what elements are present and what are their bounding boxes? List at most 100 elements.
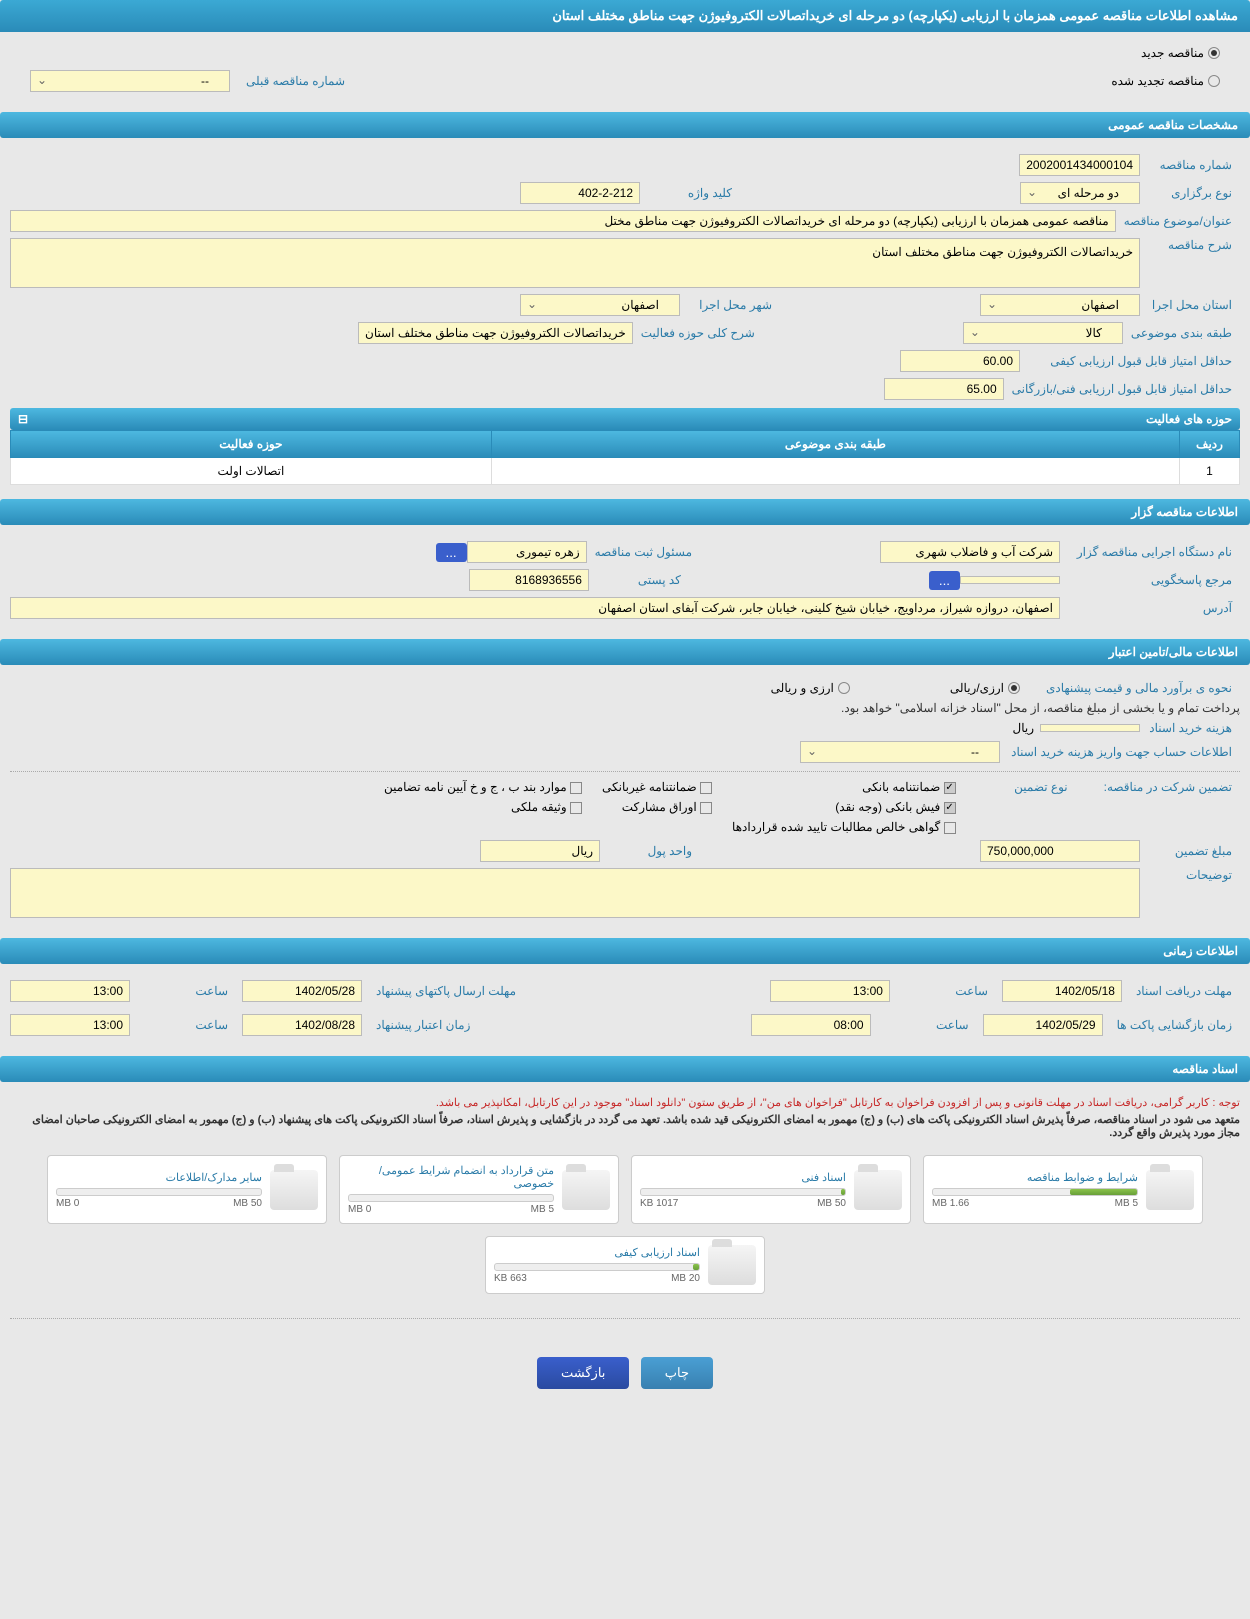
section-general: مشخصات مناقصه عمومی (0, 112, 1250, 138)
col-category: طبقه بندی موضوعی (491, 431, 1179, 458)
guarantee-amount-label: مبلغ تضمین (1140, 844, 1240, 858)
chk-other[interactable] (570, 782, 582, 794)
file5-used: 663 KB (494, 1273, 527, 1284)
province-select[interactable]: اصفهان (980, 294, 1140, 316)
chk-other-label: موارد بند ب ، ج و خ آیین نامه تضامین (384, 780, 567, 794)
time-label-4: ساعت (136, 1018, 236, 1032)
prev-number-select[interactable]: -- (30, 70, 230, 92)
chk-bonds[interactable] (700, 802, 712, 814)
chk-property[interactable] (570, 802, 582, 814)
file-box-2[interactable]: اسناد فنی 50 MB1017 KB (631, 1155, 911, 1224)
envelope-deadline-label: مهلت ارسال پاکتهای پیشنهاد (368, 984, 524, 998)
chk-contracts[interactable] (944, 822, 956, 834)
collapse-icon[interactable]: ⊟ (18, 412, 28, 426)
doc-deadline-label: مهلت دریافت اسناد (1128, 984, 1240, 998)
opening-label: زمان بازگشایی پاکت ها (1109, 1018, 1240, 1032)
file4-title: سایر مدارک/اطلاعات (56, 1171, 262, 1184)
address-value: اصفهان، دروازه شیراز، مرداویج، خیابان شی… (10, 597, 1060, 619)
holding-type-label: نوع برگزاری (1140, 186, 1240, 200)
doc-cost-value[interactable] (1040, 724, 1140, 732)
file-box-3[interactable]: متن قرارداد به انضمام شرایط عمومی/خصوصی … (339, 1155, 619, 1224)
file3-used: 0 MB (348, 1204, 371, 1215)
chk-bank[interactable] (944, 782, 956, 794)
file3-title: متن قرارداد به انضمام شرایط عمومی/خصوصی (348, 1164, 554, 1190)
radio-renewed-label: مناقصه تجدید شده (1111, 74, 1204, 88)
notes-value[interactable] (10, 868, 1140, 918)
doc-deadline-time: 13:00 (770, 980, 890, 1002)
category-label: طبقه بندی موضوعی (1123, 326, 1240, 340)
page-title: مشاهده اطلاعات مناقصه عمومی همزمان با ار… (0, 0, 1250, 32)
registrar-value: زهره تیموری (467, 541, 587, 563)
chk-bonds-label: اوراق مشارکت (622, 800, 697, 814)
opening-time: 08:00 (751, 1014, 871, 1036)
print-button[interactable]: چاپ (641, 1357, 713, 1389)
account-label: اطلاعات حساب جهت واریز هزینه خرید اسناد (1000, 745, 1240, 759)
contact-value[interactable] (960, 576, 1060, 584)
row-cat (491, 458, 1179, 485)
activities-table: ردیف طبقه بندی موضوعی حوزه فعالیت 1 اتصا… (10, 430, 1240, 485)
radio-renewed-tender[interactable]: مناقصه تجدید شده (1111, 74, 1220, 88)
tender-number-value: 2002001434000104 (1019, 154, 1140, 176)
doc-deadline-date: 1402/05/18 (1002, 980, 1122, 1002)
account-select[interactable]: -- (800, 741, 1000, 763)
subject-value: مناقصه عمومی همزمان با ارزیابی (یکپارچه)… (10, 210, 1116, 232)
file2-title: اسناد فنی (640, 1171, 846, 1184)
validity-label: زمان اعتبار پیشنهاد (368, 1018, 478, 1032)
registrar-more-button[interactable]: ... (436, 543, 467, 562)
category-select[interactable]: کالا (963, 322, 1123, 344)
file-box-5[interactable]: اسناد ارزیابی کیفی 20 MB 663 KB (485, 1236, 765, 1294)
guarantee-label: تضمین شرکت در مناقصه: (1096, 780, 1240, 794)
file4-total: 50 MB (233, 1198, 262, 1209)
min-tech-value: 65.00 (884, 378, 1004, 400)
col-activity: حوزه فعالیت (11, 431, 492, 458)
keyword-label: کلید واژه (640, 186, 740, 200)
currency-unit-label: واحد پول (600, 844, 700, 858)
time-label-3: ساعت (877, 1018, 977, 1032)
chk-cash[interactable] (944, 802, 956, 814)
file4-used: 0 MB (56, 1198, 79, 1209)
file5-total: 20 MB (671, 1273, 700, 1284)
file-box-4[interactable]: سایر مدارک/اطلاعات 50 MB 0 MB (47, 1155, 327, 1224)
city-label: شهر محل اجرا (680, 298, 780, 312)
description-value: خریداتصالات الکتروفیوژن جهت مناطق مختلف … (10, 238, 1140, 288)
radio-rial-label: ارزی/ریالی (950, 681, 1004, 695)
doc-cost-unit: ریال (1006, 721, 1040, 735)
radio-currency-label: ارزی و ریالی (771, 681, 834, 695)
org-label: نام دستگاه اجرایی مناقصه گزار (1060, 545, 1240, 559)
currency-unit-value: ریال (480, 840, 600, 862)
validity-time: 13:00 (10, 1014, 130, 1036)
radio-new-tender[interactable]: مناقصه جدید (1141, 46, 1220, 60)
notes-label: توضیحات (1140, 868, 1240, 882)
address-label: آدرس (1060, 601, 1240, 615)
postal-value: 8168936556 (469, 569, 589, 591)
back-button[interactable]: بازگشت (537, 1357, 629, 1389)
min-quality-value: 60.00 (900, 350, 1020, 372)
activities-header: حوزه های فعالیت (1146, 412, 1232, 426)
holding-type-select[interactable]: دو مرحله ای (1020, 182, 1140, 204)
time-label-1: ساعت (896, 984, 996, 998)
chk-contracts-label: گواهی خالص مطالبات تایید شده قراردادها (732, 820, 940, 834)
file-box-1[interactable]: شرایط و ضوابط مناقصه 5 MB1.66 MB (923, 1155, 1203, 1224)
activity-desc-label: شرح کلی حوزه فعالیت (633, 326, 763, 340)
subject-label: عنوان/موضوع مناقصه (1116, 214, 1240, 228)
contact-more-button[interactable]: ... (929, 571, 960, 590)
org-value: شرکت آب و فاضلاب شهری (880, 541, 1060, 563)
file5-title: اسناد ارزیابی کیفی (494, 1246, 700, 1259)
chk-nonbank[interactable] (700, 782, 712, 794)
table-row: 1 اتصالات اولت (11, 458, 1240, 485)
chk-nonbank-label: ضمانتنامه غیربانکی (602, 780, 697, 794)
row-act: اتصالات اولت (11, 458, 492, 485)
folder-icon (270, 1170, 318, 1210)
docs-note1: توجه : کاربر گرامی، دریافت اسناد در مهلت… (10, 1092, 1240, 1113)
folder-icon (708, 1245, 756, 1285)
radio-rial[interactable]: ارزی/ریالی (950, 681, 1020, 695)
postal-label: کد پستی (589, 573, 689, 587)
contact-label: مرجع پاسخگویی (1060, 573, 1240, 587)
radio-currency[interactable]: ارزی و ریالی (771, 681, 850, 695)
payment-note: پرداخت تمام و یا بخشی از مبلغ مناقصه، از… (841, 701, 1240, 715)
file1-total: 5 MB (1115, 1198, 1138, 1209)
folder-icon (562, 1170, 610, 1210)
guarantee-amount-value: 750,000,000 (980, 840, 1140, 862)
doc-cost-label: هزینه خرید اسناد (1140, 721, 1240, 735)
city-select[interactable]: اصفهان (520, 294, 680, 316)
